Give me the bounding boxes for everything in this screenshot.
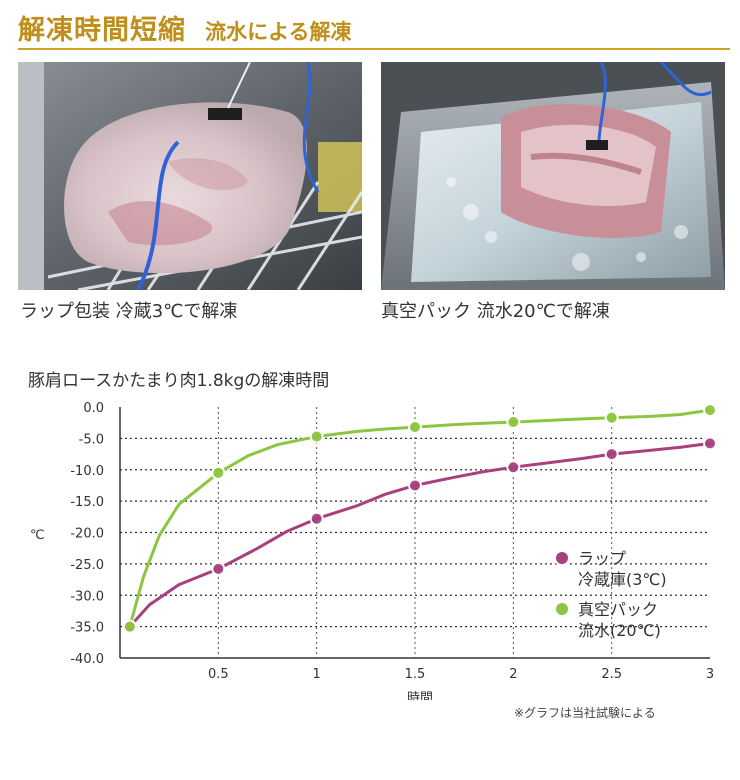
y-tick-label: -25.0 (70, 558, 104, 573)
data-point (309, 511, 324, 526)
chart-series (122, 403, 717, 634)
data-point (604, 410, 619, 425)
legend-label-line2: 冷蔵庫(3℃) (578, 570, 667, 589)
y-tick-label: -15.0 (70, 495, 104, 510)
y-tick-label: 0.0 (83, 401, 104, 416)
data-point (211, 465, 226, 480)
series-line (128, 408, 712, 629)
photo-caption-vacuum: 真空パック 流水20℃で解凍 (381, 301, 610, 322)
data-point (408, 420, 422, 435)
legend-label-line2: 流水(20℃) (578, 621, 661, 640)
chart-grid (120, 407, 710, 658)
data-point (309, 429, 324, 444)
x-tick-labels: 0.5 1 1.5 2 2.5 3 (208, 667, 714, 682)
data-point (604, 447, 619, 462)
x-tick-label: 2 (509, 667, 517, 682)
photo-vacuum-water (381, 62, 725, 290)
page-title: 解凍時間短縮 (18, 15, 186, 46)
legend-marker (554, 550, 570, 566)
y-axis-label: ℃ (30, 528, 45, 543)
data-point (408, 478, 422, 493)
photo-caption-wrapped: ラップ包装 冷蔵3℃で解凍 (20, 301, 238, 322)
y-tick-label: -5.0 (79, 432, 104, 447)
thaw-time-chart: 0.0 -5.0 -10.0 -15.0 -20.0 -25.0 -30.0 -35.0 -40… (30, 401, 717, 700)
page-header: 解凍時間短縮 流水による解凍 (18, 8, 730, 50)
y-tick-label: -40.0 (70, 652, 104, 667)
chart-footnote: ※グラフは当社試験による (514, 706, 656, 720)
y-tick-label: -30.0 (70, 589, 104, 604)
photo-wrapped-fridge (18, 62, 362, 290)
x-tick-label: 2.5 (601, 667, 622, 682)
chart-axes (119, 407, 710, 659)
x-tick-label: 0.5 (208, 667, 229, 682)
data-point (506, 460, 521, 475)
legend-label-line1: ラップ (578, 549, 626, 568)
page-subtitle: 流水による解凍 (205, 20, 352, 44)
x-tick-label: 3 (706, 667, 714, 682)
chart-title: 豚肩ロースかたまり肉1.8kgの解凍時間 (28, 371, 330, 391)
x-tick-label: 1 (313, 667, 321, 682)
x-tick-label: 1.5 (405, 667, 426, 682)
legend-label-line1: 真空パック (578, 600, 658, 619)
y-tick-labels: 0.0 -5.0 -10.0 -15.0 -20.0 -25.0 -30.0 -35.0 -40… (70, 401, 104, 667)
data-point (211, 561, 226, 576)
data-point (122, 619, 137, 634)
data-point (506, 415, 521, 430)
y-tick-label: -20.0 (70, 527, 104, 542)
x-axis-label: 時間 (407, 691, 433, 700)
photo-wrapped-fridge-image (18, 62, 362, 290)
y-tick-label: -10.0 (70, 464, 104, 479)
y-tick-label: -35.0 (70, 621, 104, 636)
data-point (703, 403, 717, 418)
series-vacuum-water (122, 403, 717, 634)
photo-vacuum-water-image (381, 62, 725, 290)
legend-marker (554, 601, 570, 617)
data-point (703, 436, 717, 451)
